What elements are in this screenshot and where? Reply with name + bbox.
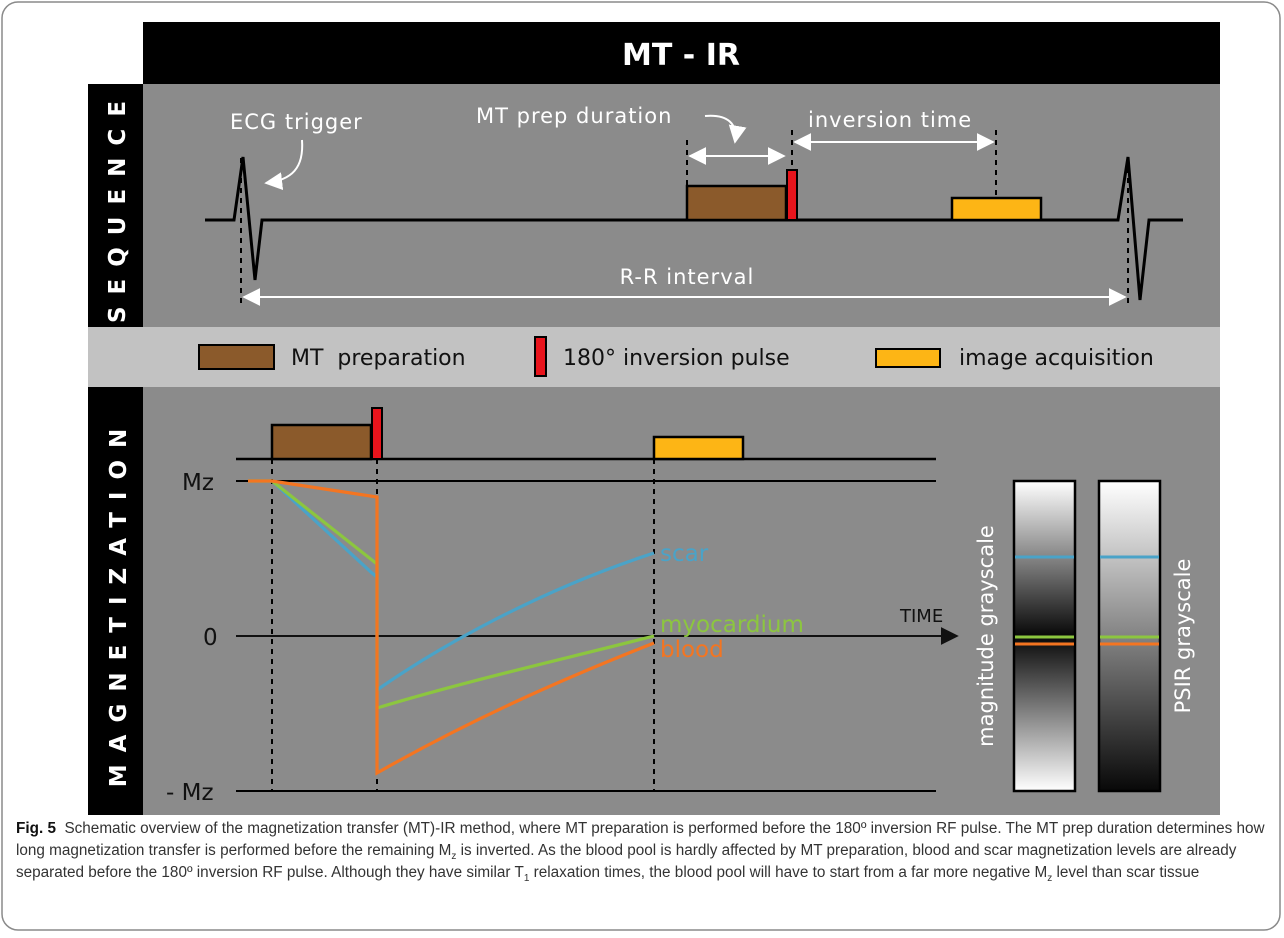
magnetization-label: MAGNETIZATION xyxy=(106,417,132,788)
caption-label: Fig. 5 xyxy=(16,820,56,837)
title-bar xyxy=(143,22,1220,84)
mz-top-label: Mz xyxy=(182,470,214,496)
legend-acq-label: image acquisition xyxy=(959,346,1154,371)
ecg-trigger-label: ECG trigger xyxy=(230,110,363,134)
sequence-side-bar xyxy=(88,84,143,327)
mt-prep-duration-label: MT prep duration xyxy=(476,104,672,128)
legend-mt-label: MT preparation xyxy=(291,346,466,371)
caption-sub-2: 1 xyxy=(523,873,530,885)
legend-pulse-swatch xyxy=(534,336,547,377)
sequence-label: SEQUENCE xyxy=(105,89,131,323)
caption-text-2: is inverted. As the blood pool is hardly… xyxy=(16,842,1237,881)
magnitude-grayscale-label: magnitude grayscale xyxy=(974,525,998,747)
legend-mt-swatch xyxy=(198,344,275,370)
rr-interval-label: R-R interval xyxy=(620,265,755,289)
psir-grayscale-label: PSIR grayscale xyxy=(1171,559,1195,714)
ecg-trigger-arrow xyxy=(264,139,304,191)
blood-curve xyxy=(248,479,655,776)
caption-sub-1: z xyxy=(451,851,457,863)
legend-pulse-label: 180° inversion pulse xyxy=(563,346,790,371)
mag-mt-prep-block xyxy=(270,423,373,461)
myocardium-label: myocardium xyxy=(660,612,804,638)
time-axis-label: TIME xyxy=(899,606,943,627)
mag-acquisition-block xyxy=(652,435,745,461)
magnetization-side-bar xyxy=(88,387,143,815)
blood-label: blood xyxy=(660,637,724,663)
zero-label: 0 xyxy=(203,625,218,651)
mt-prep-block xyxy=(685,184,788,222)
figure-title: MT - IR xyxy=(622,38,740,73)
mt-prep-duration-curved-arrow xyxy=(704,114,747,144)
caption-sub-3: z xyxy=(1047,873,1053,885)
inversion-time-label: inversion time xyxy=(808,108,972,132)
legend-band xyxy=(88,327,1220,387)
scar-label: scar xyxy=(660,541,709,567)
caption-text-3: relaxation times, the blood pool will ha… xyxy=(529,864,1048,881)
caption-text-1: Schematic overview of the magnetization … xyxy=(16,820,1265,859)
mz-bottom-label: - Mz xyxy=(166,780,214,806)
caption-text-4: level than scar tissue xyxy=(1052,864,1200,881)
mag-inversion-pulse-block xyxy=(371,407,383,460)
legend-acq-swatch xyxy=(875,348,941,368)
figure-caption: Fig. 5 Schematic overview of the magneti… xyxy=(16,818,1271,884)
inversion-pulse-block xyxy=(786,169,798,221)
acquisition-block xyxy=(950,196,1043,222)
